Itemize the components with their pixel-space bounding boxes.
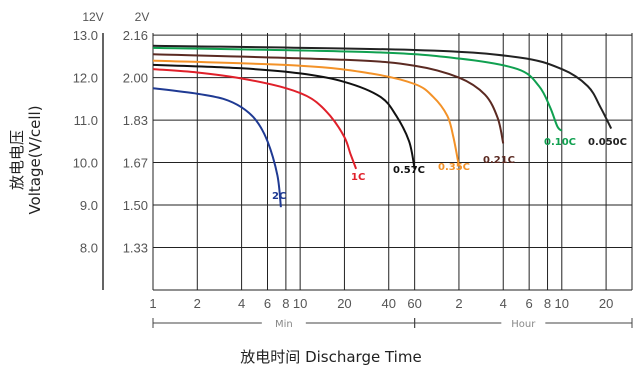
x-tick-label: 2: [455, 296, 462, 311]
y-tick-label-2v: 1.83: [123, 113, 148, 128]
y-tick-label-2v: 1.67: [123, 156, 148, 171]
range-label-min: Min: [275, 319, 293, 330]
series-label-0.10C: 0.10C: [544, 137, 576, 148]
series-label-2C: 2C: [272, 191, 286, 202]
x-tick-label: 40: [382, 296, 396, 311]
x-tick-label: 1: [149, 296, 156, 311]
y-axis-label-cn: 放电电压: [8, 130, 26, 190]
x-tick-label: 10: [293, 296, 307, 311]
y-tick-label-2v: 2.00: [123, 71, 148, 86]
y-tick-label-12v: 13.0: [73, 28, 98, 43]
y-unit-2v: 2V: [135, 10, 150, 24]
x-tick-label: 8: [282, 296, 289, 311]
range-label-hour: Hour: [511, 319, 536, 330]
grid: [152, 33, 633, 291]
series-label-1C: 1C: [351, 172, 365, 183]
x-tick-label: 4: [238, 296, 245, 311]
y-tick-label-12v: 12.0: [73, 71, 98, 86]
series-line-0.10C: [152, 46, 563, 132]
series-label-0.57C: 0.57C: [393, 165, 425, 176]
x-tick-label: 20: [599, 296, 613, 311]
y-tick-label-12v: 8.0: [80, 241, 98, 256]
y-axis-label-en: Voltage(V/cell): [26, 105, 44, 214]
series-line-0.57C: [152, 63, 416, 170]
series-line-0.21C: [152, 53, 505, 144]
x-axis-label: 放电时间 Discharge Time: [240, 348, 421, 366]
x-tick-label: 6: [526, 296, 533, 311]
series-line-0.35C: [152, 59, 460, 167]
y-unit-12v: 12V: [82, 10, 103, 24]
series-line-1C: [152, 68, 358, 170]
y-tick-label-2v: 2.16: [123, 28, 148, 43]
x-tick-label: 2: [194, 296, 201, 311]
y-axis: 12V 2V 13.0 2.16 12.0 2.00 11.0 1.83 10.0 1.67 9.0…: [73, 10, 150, 290]
y-tick-label-2v: 1.33: [123, 241, 148, 256]
series-label-0.21C: 0.21C: [483, 155, 515, 166]
y-tick-label-12v: 9.0: [80, 198, 98, 213]
y-tick-label-12v: 11.0: [74, 113, 98, 128]
series-layer: [152, 44, 613, 208]
series-labels: 2C 1C 0.57C 0.35C 0.21C 0.10C 0.050C: [272, 137, 627, 202]
series-label-0.050C: 0.050C: [588, 137, 627, 148]
x-tick-label: 6: [264, 296, 271, 311]
series-line-0.050C: [152, 44, 613, 130]
x-tick-label: 8: [544, 296, 551, 311]
series-label-0.35C: 0.35C: [438, 162, 470, 173]
y-tick-label-12v: 10.0: [73, 156, 98, 171]
x-tick-label: 4: [500, 296, 507, 311]
x-tick-label: 10: [555, 296, 569, 311]
y-tick-label-2v: 1.50: [123, 198, 148, 213]
series-line-2C: [152, 87, 282, 208]
x-tick-label: 60: [407, 296, 421, 311]
x-tick-label: 20: [337, 296, 351, 311]
